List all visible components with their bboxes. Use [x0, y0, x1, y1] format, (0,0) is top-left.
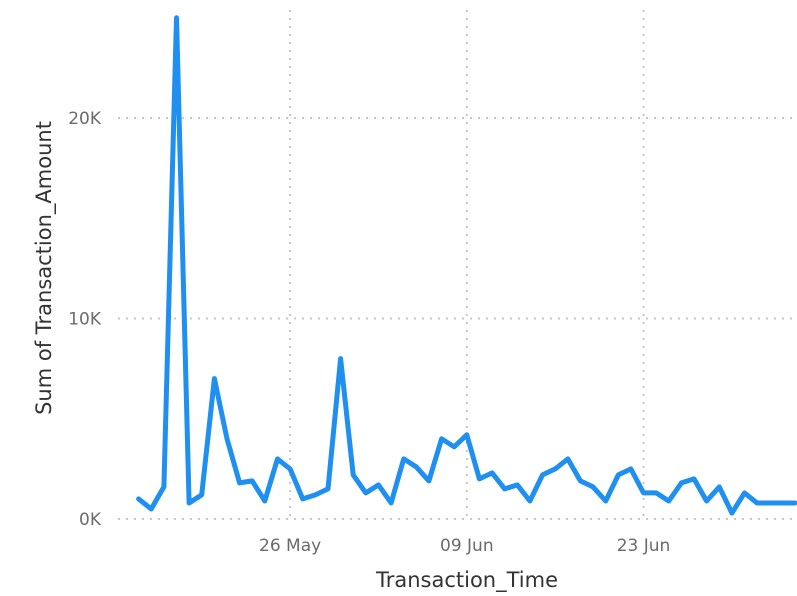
x-tick-label: 09 Jun [440, 536, 494, 556]
data-point[interactable] [540, 472, 545, 477]
data-point[interactable] [603, 498, 608, 503]
data-point[interactable] [527, 498, 532, 503]
data-point[interactable] [313, 492, 318, 497]
y-tick-label: 20K [68, 109, 102, 129]
data-point[interactable] [237, 480, 242, 485]
data-point[interactable] [616, 472, 621, 477]
data-point[interactable] [250, 478, 255, 483]
data-point[interactable] [389, 500, 394, 505]
x-axis-ticks: 26 May 09 Jun 23 Jun [259, 536, 670, 556]
data-point[interactable] [439, 436, 444, 441]
data-point[interactable] [262, 498, 267, 503]
data-point[interactable] [591, 484, 596, 489]
data-point[interactable] [363, 490, 368, 495]
data-point[interactable] [729, 510, 734, 515]
data-point[interactable] [717, 484, 722, 489]
data-point[interactable] [452, 444, 457, 449]
data-point[interactable] [338, 356, 343, 361]
data-point[interactable] [351, 472, 356, 477]
y-tick-label: 10K [68, 310, 102, 330]
data-point[interactable] [199, 492, 204, 497]
data-point[interactable] [654, 490, 659, 495]
data-point[interactable] [136, 496, 141, 501]
data-point[interactable] [149, 506, 154, 511]
data-point[interactable] [502, 486, 507, 491]
data-point[interactable] [692, 476, 697, 481]
x-tick-label: 23 Jun [617, 536, 671, 556]
data-point[interactable] [325, 486, 330, 491]
data-point[interactable] [288, 466, 293, 471]
data-point[interactable] [187, 500, 192, 505]
data-point[interactable] [161, 484, 166, 489]
data-point[interactable] [275, 456, 280, 461]
data-point[interactable] [641, 490, 646, 495]
data-point[interactable] [755, 500, 760, 505]
data-point[interactable] [490, 470, 495, 475]
data-point[interactable] [300, 496, 305, 501]
data-point[interactable] [477, 476, 482, 481]
y-axis-title: Sum of Transaction_Amount [32, 121, 57, 415]
data-point[interactable] [414, 464, 419, 469]
data-point[interactable] [553, 466, 558, 471]
data-point[interactable] [679, 480, 684, 485]
series-layer [136, 15, 797, 516]
data-point[interactable] [578, 478, 583, 483]
data-point[interactable] [780, 500, 785, 505]
data-point[interactable] [515, 482, 520, 487]
data-point[interactable] [224, 436, 229, 441]
data-point[interactable] [426, 478, 431, 483]
series-line [136, 15, 797, 516]
data-point[interactable] [767, 500, 772, 505]
data-point[interactable] [704, 498, 709, 503]
y-axis-ticks: 0K 10K 20K [68, 109, 102, 530]
y-tick-label: 0K [79, 510, 102, 530]
data-point[interactable] [628, 466, 633, 471]
data-point[interactable] [464, 432, 469, 437]
x-axis-title: Transaction_Time [375, 568, 558, 593]
data-point[interactable] [742, 490, 747, 495]
data-point[interactable] [666, 498, 671, 503]
data-point[interactable] [376, 482, 381, 487]
data-point[interactable] [565, 456, 570, 461]
data-point[interactable] [401, 456, 406, 461]
data-point[interactable] [174, 15, 179, 20]
data-point[interactable] [212, 376, 217, 381]
x-tick-label: 26 May [259, 536, 321, 556]
